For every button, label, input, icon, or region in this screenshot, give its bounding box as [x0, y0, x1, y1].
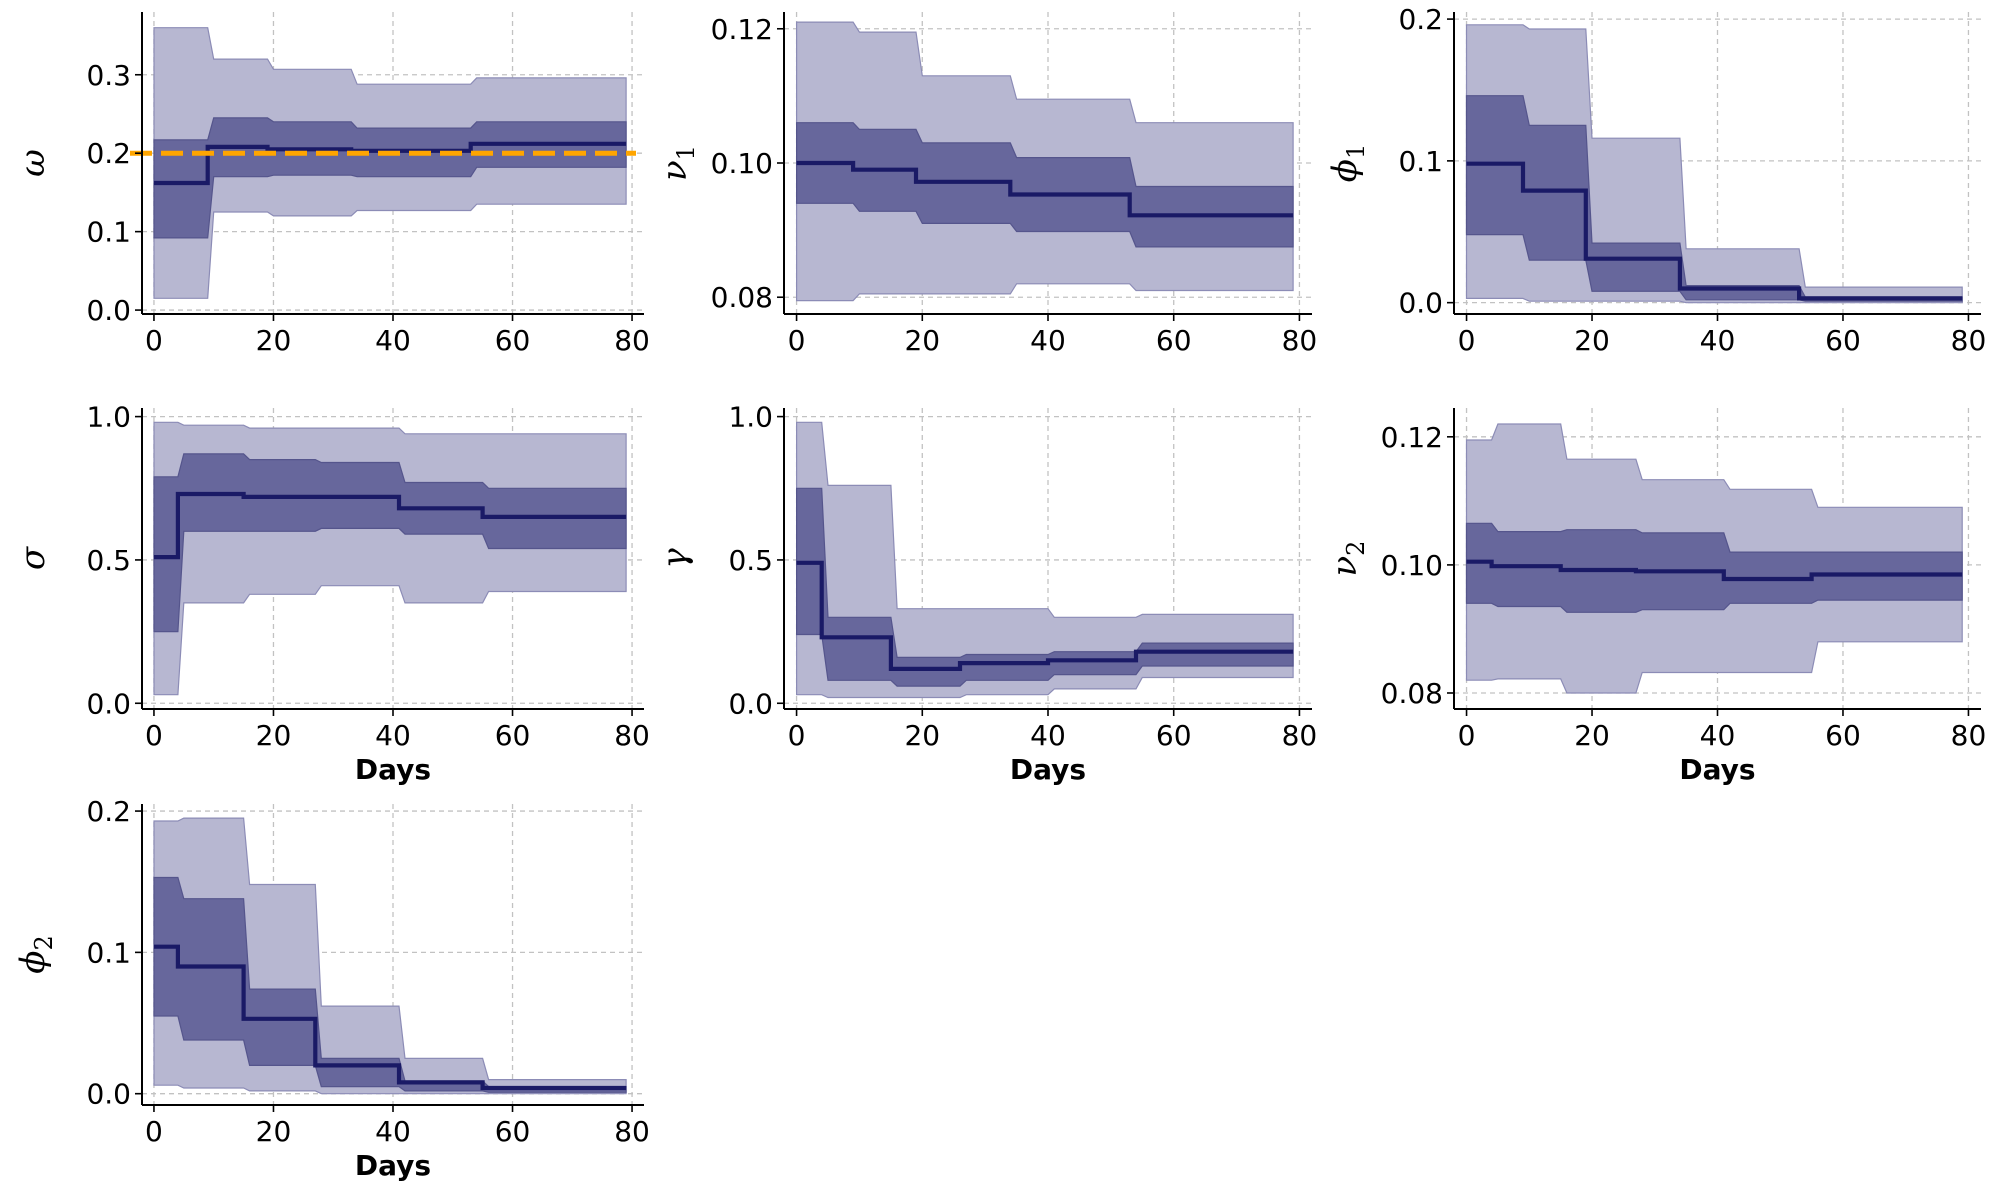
x-tick-label: 0	[145, 719, 163, 752]
x-tick-label: 20	[256, 324, 292, 357]
x-axis-label: Days	[1679, 753, 1755, 786]
y-tick-label: 0.0	[728, 687, 773, 720]
y-tick-label: 0.5	[86, 544, 131, 577]
y-tick-label: 0.08	[711, 281, 773, 314]
y-tick-label: 0.12	[1381, 421, 1443, 454]
x-tick-label: 40	[1700, 324, 1736, 357]
x-tick-label: 80	[614, 719, 650, 752]
x-tick-label: 0	[145, 1115, 163, 1148]
y-tick-label: 0.3	[86, 59, 131, 92]
x-tick-label: 80	[1951, 324, 1987, 357]
x-tick-label: 40	[1030, 719, 1066, 752]
panel-7: 0 20 40 60 80 0.0 0.1 0.2 ϕ2 Days	[13, 795, 650, 1182]
panel-6: 0 20 40 60 80 0.08 0.10 0.12 ν2 Days	[1325, 408, 1986, 786]
panel-2: 0 20 40 60 80 0.08 0.10 0.12 ν1	[655, 12, 1317, 357]
x-tick-label: 40	[1700, 719, 1736, 752]
y-tick-label: 0.1	[86, 936, 131, 969]
y-tick-label: 0.1	[1398, 145, 1443, 178]
panel-3: 0 20 40 60 80 0.0 0.1 0.2 ϕ1	[1325, 3, 1986, 357]
x-tick-label: 40	[1030, 324, 1066, 357]
y-tick-label: 0.0	[86, 294, 131, 327]
x-tick-label: 20	[904, 719, 940, 752]
y-tick-label: 1.0	[728, 401, 773, 434]
x-tick-label: 60	[495, 324, 531, 357]
x-tick-label: 60	[1156, 324, 1192, 357]
x-tick-label: 80	[1282, 719, 1318, 752]
y-axis-label: ν1	[655, 145, 700, 181]
y-tick-label: 0.2	[86, 795, 131, 828]
x-tick-label: 60	[495, 1115, 531, 1148]
median-line	[796, 560, 1294, 671]
x-tick-label: 60	[495, 719, 531, 752]
panel-1: 0 20 40 60 80 0.0 0.1 0.2 0.3 ω	[13, 12, 650, 357]
y-tick-label: 0.1	[86, 216, 131, 249]
x-tick-label: 20	[1574, 719, 1610, 752]
x-axis-label: Days	[355, 1149, 431, 1182]
band-50	[1465, 522, 1963, 613]
band-50	[153, 876, 627, 1093]
y-tick-label: 1.0	[86, 401, 131, 434]
y-axis-label: ν2	[1325, 541, 1370, 577]
x-tick-label: 60	[1825, 324, 1861, 357]
x-tick-label: 80	[614, 1115, 650, 1148]
y-tick-label: 0.2	[1398, 3, 1443, 36]
x-tick-label: 80	[614, 324, 650, 357]
y-tick-label: 0.08	[1381, 677, 1443, 710]
x-axis-label: Days	[1010, 753, 1086, 786]
panel-4: 0 20 40 60 80 0.0 0.5 1.0 σ Days	[13, 401, 650, 786]
median-line	[1466, 559, 1963, 582]
median-line	[154, 141, 627, 186]
x-tick-label: 40	[375, 1115, 411, 1148]
median-line	[154, 944, 627, 1091]
band-50	[796, 487, 1294, 687]
x-tick-label: 80	[1951, 719, 1987, 752]
x-tick-label: 40	[375, 324, 411, 357]
y-tick-label: 0.0	[1398, 287, 1443, 320]
y-tick-label: 0.10	[711, 147, 773, 180]
x-tick-label: 0	[788, 719, 806, 752]
x-tick-label: 0	[1458, 324, 1476, 357]
y-tick-label: 0.5	[728, 544, 773, 577]
y-axis-label: γ	[655, 548, 695, 569]
y-axis-label: ω	[13, 149, 53, 177]
x-tick-label: 20	[1574, 324, 1610, 357]
y-tick-label: 0.2	[86, 137, 131, 170]
panel-5: 0 20 40 60 80 0.0 0.5 1.0 γ Days	[655, 401, 1317, 786]
y-tick-label: 0.0	[86, 1078, 131, 1111]
x-tick-label: 40	[375, 719, 411, 752]
band-95	[796, 421, 1294, 699]
x-tick-label: 80	[1282, 324, 1318, 357]
y-axis-label: ϕ1	[1325, 144, 1370, 182]
median-line	[796, 160, 1294, 218]
x-tick-label: 0	[788, 324, 806, 357]
x-tick-label: 60	[1825, 719, 1861, 752]
x-tick-label: 0	[1458, 719, 1476, 752]
x-tick-label: 20	[256, 1115, 292, 1148]
median-line	[154, 491, 627, 560]
x-axis-label: Days	[355, 753, 431, 786]
y-tick-label: 0.10	[1381, 549, 1443, 582]
x-tick-label: 20	[256, 719, 292, 752]
y-tick-label: 0.0	[86, 687, 131, 720]
x-tick-label: 20	[904, 324, 940, 357]
y-axis-label: ϕ2	[13, 935, 58, 973]
x-tick-label: 0	[145, 324, 163, 357]
y-tick-label: 0.12	[711, 13, 773, 46]
band-50	[1465, 95, 1963, 302]
y-axis-label: σ	[13, 546, 53, 570]
x-tick-label: 60	[1156, 719, 1192, 752]
median-line	[1466, 161, 1963, 301]
